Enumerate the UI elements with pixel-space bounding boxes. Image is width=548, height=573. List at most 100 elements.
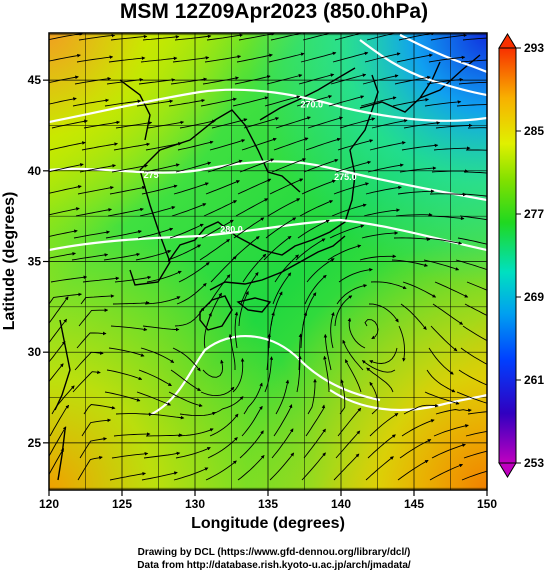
streamline [347,317,366,349]
x-tick-label: 135 [258,497,278,511]
streamline [272,272,292,305]
streamline [333,453,360,481]
streamline [305,137,341,151]
streamline [466,281,487,291]
map-panel: 270.0 275.0 280.0 275 [49,33,487,490]
streamline [179,119,216,129]
streamline [435,123,473,129]
streamline [206,33,244,41]
streamline [82,276,120,283]
streamline [304,274,327,305]
streamline [172,56,210,63]
streamline [167,244,202,261]
streamline [269,178,304,195]
streamline [77,185,114,195]
streamline [455,259,487,272]
streamline [49,341,66,363]
streamline [202,76,239,85]
streamline [111,451,149,459]
streamline [49,75,79,84]
x-axis: 120 125 130 135 140 145 150 [39,490,497,511]
streamline [111,164,148,173]
streamline [463,450,487,459]
streamline [295,238,326,261]
colorbar-tick-label: 277 [524,207,544,221]
streamline [171,203,207,217]
streamline [75,208,112,217]
streamline [394,75,431,85]
streamline [400,303,427,330]
streamlines [49,33,487,481]
streamline [236,53,273,63]
streamline [51,119,88,129]
contour-label: 275.0 [334,172,357,182]
streamline [298,333,303,371]
streamline [147,413,185,420]
streamline [367,163,404,173]
streamline [199,239,230,261]
streamline [426,77,464,85]
streamline [49,252,76,259]
streamline [297,219,330,239]
streamline [398,325,406,362]
streamline [106,369,143,381]
streamline [301,179,336,195]
streamline [265,217,297,239]
streamline [203,200,238,217]
streamline [76,331,107,349]
x-tick-label: 140 [331,497,351,511]
streamline [205,180,240,195]
streamline [397,459,429,481]
streamline [463,171,487,174]
streamline [339,117,376,129]
streamline [302,33,339,41]
streamline [81,418,112,437]
streamline [303,158,339,173]
streamline [145,142,182,151]
streamline [361,231,399,239]
streamline [239,158,275,173]
streamline [273,137,309,151]
streamline [74,351,104,371]
streamline [336,284,368,305]
streamline [173,467,209,481]
streamline [364,319,379,340]
streamline [365,456,394,481]
streamline [275,379,290,415]
y-tick-label: 25 [28,436,42,450]
streamline [72,98,110,107]
streamline [103,252,141,261]
streamline [74,76,112,85]
streamline [139,206,176,217]
streamline [105,230,142,239]
streamline [363,208,400,217]
x-tick-label: 150 [477,497,497,511]
streamline [106,77,144,85]
streamline [175,161,212,173]
streamline [398,33,435,41]
x-tick-label: 145 [404,497,424,511]
streamline [200,386,235,397]
streamline [49,185,82,194]
streamline [208,274,231,305]
contour-labels: 270.0 275.0 280.0 275 [144,99,357,234]
streamline [426,369,456,393]
streamline [107,207,144,217]
streamline [368,303,399,323]
streamline [211,396,244,415]
streamline [49,292,82,305]
streamline [401,419,435,437]
streamline [395,213,433,217]
streamline [173,182,209,195]
streamline [430,325,458,352]
streamline [403,121,441,129]
streamline [109,185,146,195]
contour-label: 275 [144,170,159,180]
streamline [77,455,103,481]
streamline [334,33,371,41]
streamline [366,33,403,41]
streamline [136,391,172,406]
streamline [142,325,180,332]
y-axis: 25 30 35 40 45 [28,73,49,450]
colorbar-tick-label: 285 [524,124,544,138]
